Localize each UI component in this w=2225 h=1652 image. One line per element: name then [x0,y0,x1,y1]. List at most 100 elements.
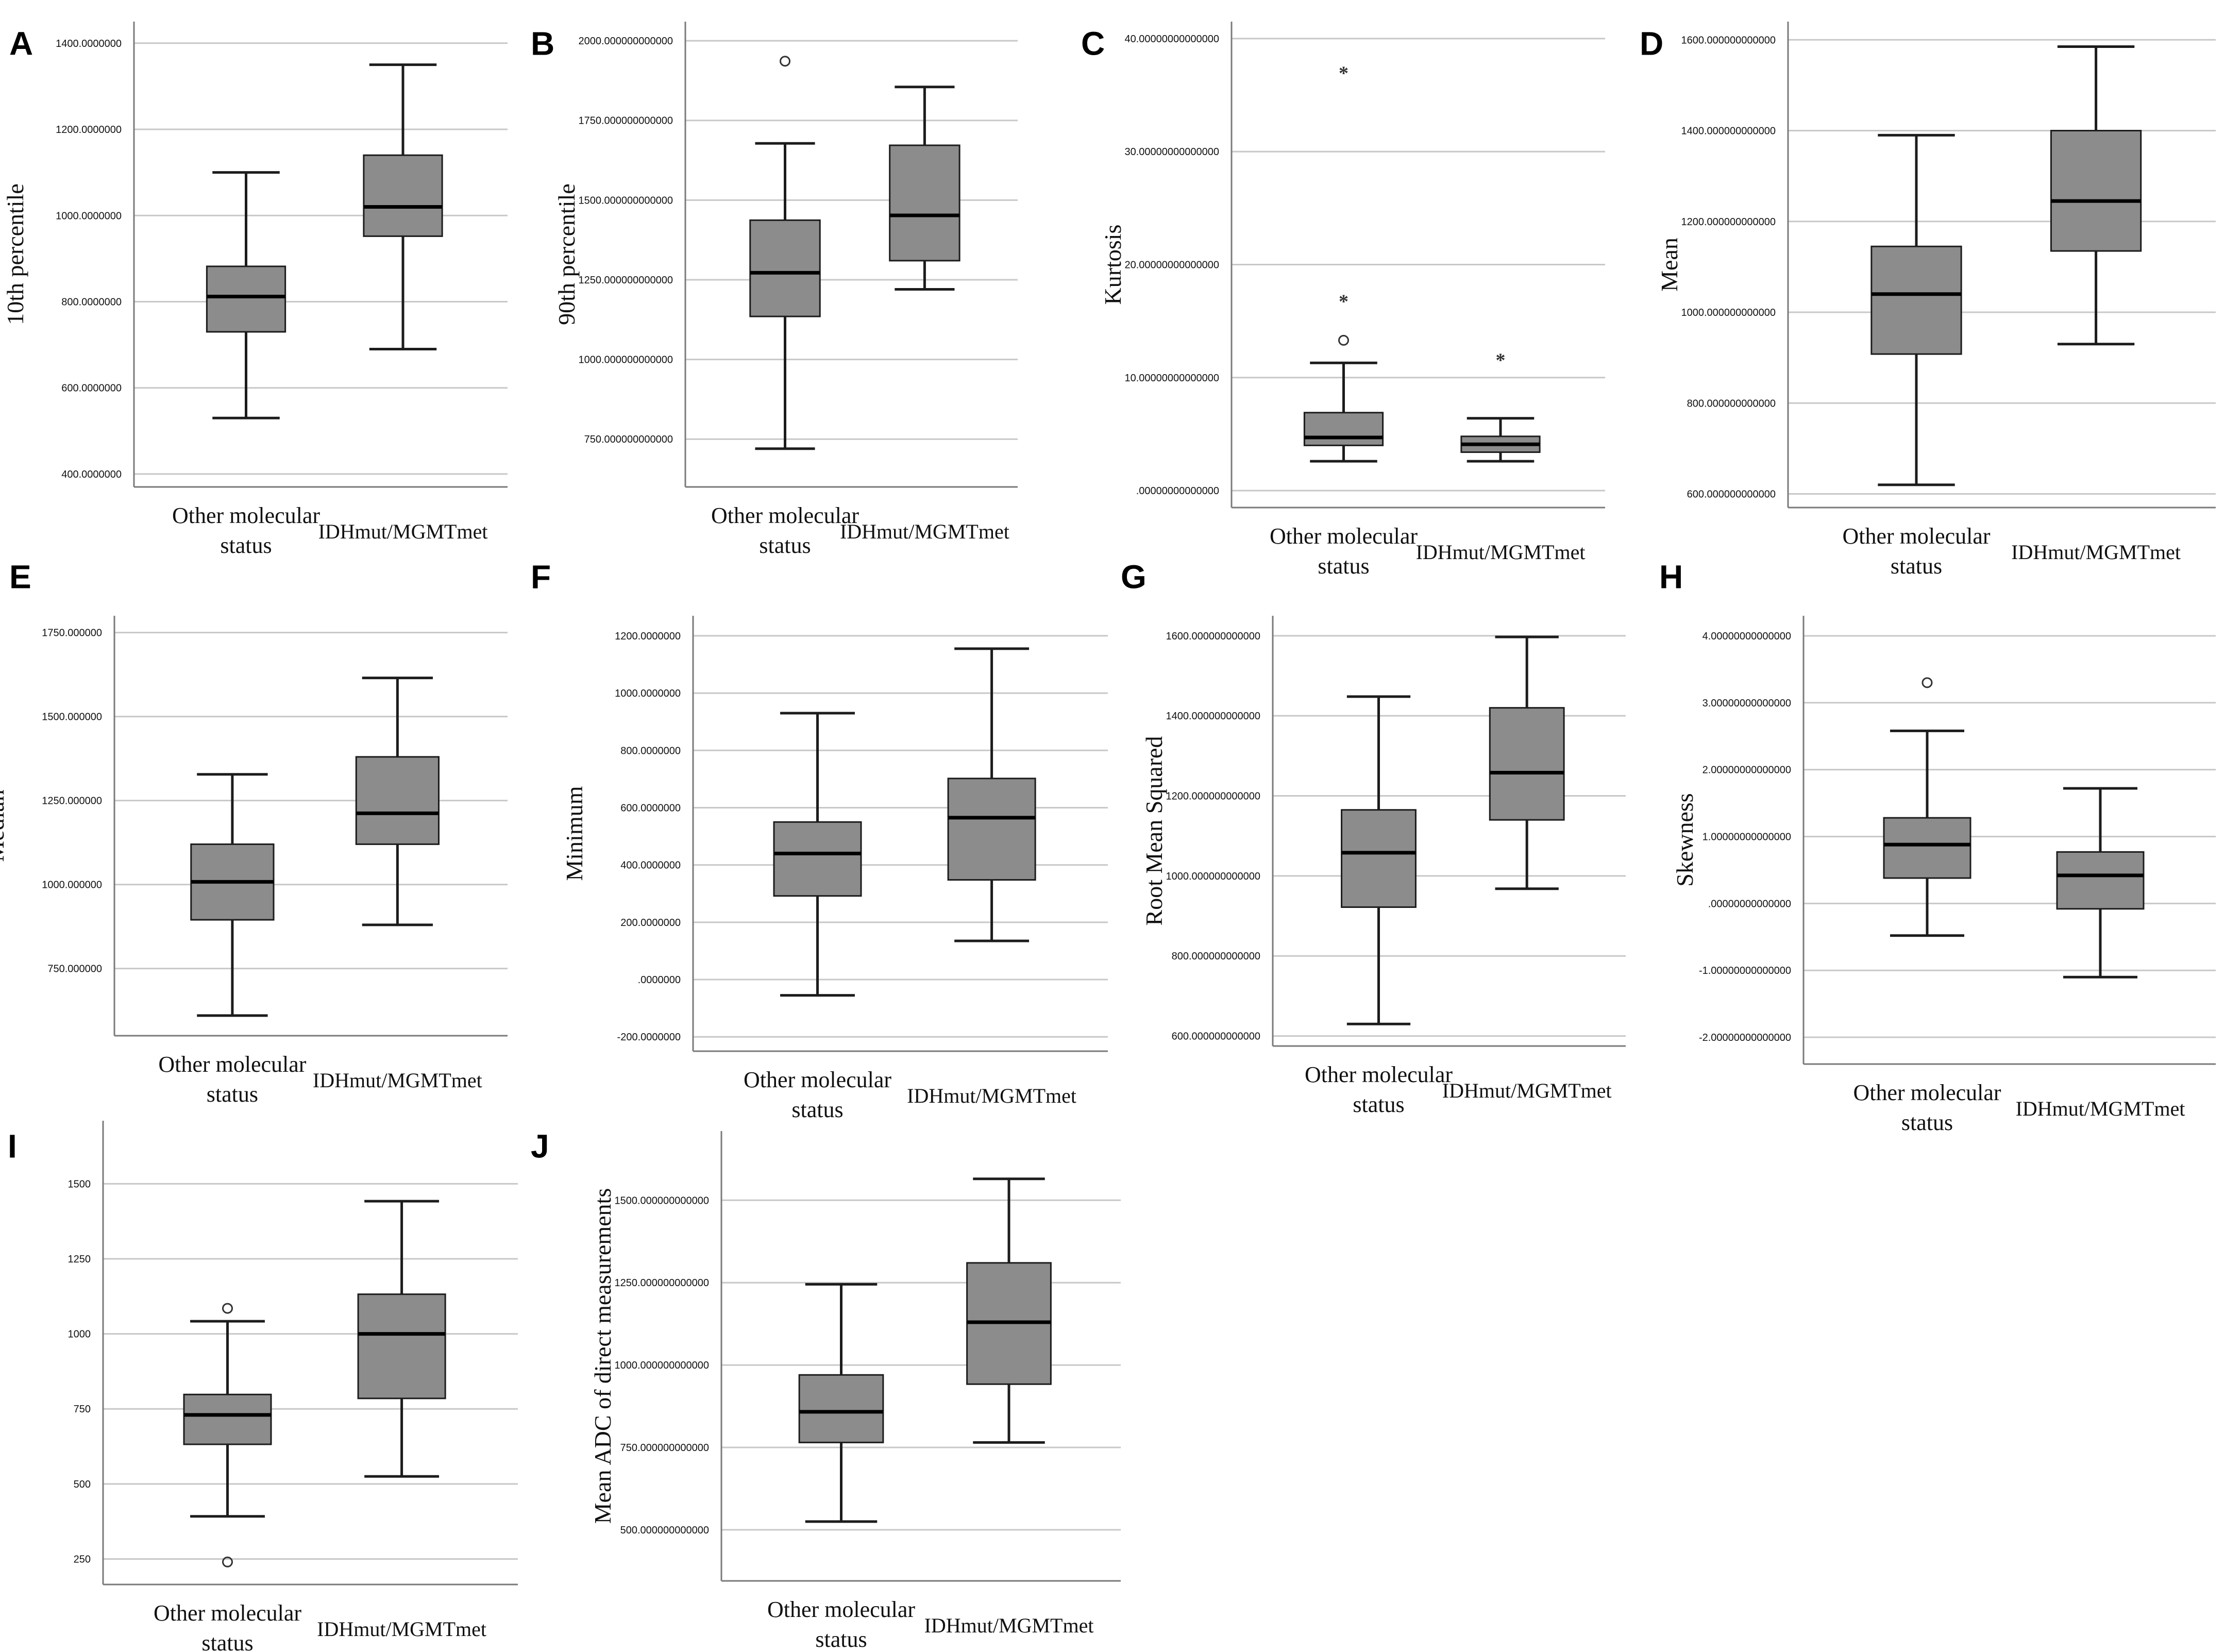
iqr-box [1303,412,1384,446]
outlier-star: * [1496,350,1506,372]
y-tick-label: .0000000 [638,974,681,986]
y-tick-label: 1600.000000000000 [1681,35,1776,46]
x-category-label: Other molecular [154,1600,301,1626]
box-plot-idhmut-mgmtmet [966,1177,1052,1444]
panel-letter: A [9,25,33,62]
y-tick-label: 10.00000000000000 [1124,373,1219,384]
x-category-label: Other molecular [744,1067,891,1092]
iqr-box [355,756,440,845]
box-plot-other-molecular-status: Other molecular status [1341,695,1417,1025]
panel-b: 750.000000000000 1000.000000000000 1250.00… [531,22,1018,558]
x-category-label: IDHmut/MGMTmet [2011,541,2181,564]
y-axis-title: Root Mean Squared [1141,736,1167,926]
panel-h: -2.00000000000000 -1.00000000000000 .00000… [1659,558,2216,1135]
y-tick-label: 1200.0000000 [615,631,681,642]
y-tick-label: .00000000000000 [1708,898,1791,909]
y-tick-label: 600.0000000 [620,802,681,814]
panel-letter: F [531,558,551,595]
y-tick-label: 1000.0000000 [615,688,681,699]
outlier-star: * [1339,291,1349,313]
iqr-box [889,144,960,262]
iqr-box [2056,851,2145,910]
y-tick-label: 750.000000000000 [584,434,673,445]
iqr-box [749,219,821,317]
y-tick-label: 20.00000000000000 [1124,260,1219,271]
x-category-label: Other molecular [767,1597,915,1622]
y-tick-label: 200.0000000 [620,917,681,929]
y-tick-label: 250 [74,1554,91,1565]
y-tick-label: 1200.0000000 [56,124,122,136]
y-tick-label: 500.000000000000 [620,1525,709,1536]
x-category-label: IDHmut/MGMTmet [1442,1079,1612,1102]
y-tick-label: 1500 [68,1178,91,1190]
y-tick-label: 800.000000000000 [1172,951,1260,962]
y-tick-label: 500 [74,1479,91,1490]
panel-letter: I [8,1127,17,1165]
y-axis-title: Mean ADC of direct measurements [589,1188,616,1524]
panel-letter: B [531,25,554,62]
iqr-box [206,265,286,333]
y-tick-label: 1000.000000000000 [614,1360,709,1371]
box-plot-idhmut-mgmtmet [357,1200,446,1478]
y-tick-label: 1500.000000 [42,712,102,723]
y-tick-label: 1.00000000000000 [1703,832,1791,843]
panel-j: 500.000000000000 750.000000000000 1000.000… [531,1127,1121,1652]
y-tick-label: 2.00000000000000 [1703,765,1791,776]
y-tick-label: 400.0000000 [620,860,681,871]
y-tick-label: -1.00000000000000 [1699,965,1791,976]
y-tick-label: 1250.000000000000 [578,275,673,286]
y-tick-label: 1000 [68,1329,91,1340]
iqr-box [947,778,1036,881]
x-category-label: status [220,533,272,558]
iqr-box [357,1293,446,1400]
y-tick-label: -2.00000000000000 [1699,1032,1791,1043]
y-tick-label: 2000.000000000000 [578,36,673,47]
x-category-label: IDHmut/MGMTmet [840,520,1009,543]
x-category-label: status [201,1630,253,1652]
box-plot-other-molecular-status: Other molecular status [206,171,286,419]
box-plot-other-molecular-status: Other molecular status [1870,133,1962,486]
box-plot-idhmut-mgmtmet: * [1460,350,1541,463]
iqr-box [1870,245,1962,355]
box-plot-idhmut-mgmtmet [947,647,1036,942]
y-tick-label: 1000.000000000000 [1166,871,1260,882]
iqr-box [2050,130,2142,252]
x-category-label: Other molecular [1305,1062,1453,1087]
y-tick-label: 800.000000000000 [1687,398,1776,409]
x-category-label: status [791,1097,843,1122]
iqr-box [363,154,443,237]
box-plot-other-molecular-status: **Other molecular status [1303,63,1384,463]
box-plot-other-molecular-status: Other molecular status [190,773,275,1017]
panel-a: 400.0000000 600.0000000 800.0000000 1000.00… [2,22,508,558]
panel-letter: H [1659,558,1683,595]
x-category-label: IDHmut/MGMTmet [318,520,488,543]
y-tick-label: 1250.000000 [42,796,102,807]
panel-d: 600.000000000000 800.000000000000 1000.000… [1640,22,2216,579]
box-plot-idhmut-mgmtmet [889,86,960,291]
y-axis-title: Mean [1656,238,1682,292]
y-tick-label: 1000.0000000 [56,210,122,222]
y-tick-label: .00000000000000 [1136,485,1219,497]
y-tick-label: 800.0000000 [61,296,122,308]
x-category-label: Other molecular [1853,1080,2001,1105]
y-tick-label: 600.000000000000 [1172,1031,1260,1042]
outlier-circle [1921,677,1933,688]
x-category-label: status [207,1082,258,1107]
y-tick-label: 1000.000000000000 [1681,307,1776,318]
x-category-label: Other molecular [172,503,320,528]
y-tick-label: 1500.000000000000 [578,195,673,206]
panel-c: .00000000000000 10.00000000000000 20.00000… [1081,22,1605,579]
y-axis-title: Skewness [1672,793,1698,886]
x-category-label: status [1353,1092,1404,1117]
box-plot-idhmut-mgmtmet [363,63,443,350]
outlier-circle [1338,334,1349,346]
y-tick-label: 1400.000000000000 [1166,711,1260,722]
y-tick-label: 1750.000000 [42,628,102,639]
x-category-label: IDHmut/MGMTmet [317,1617,486,1641]
x-category-label: Other molecular [711,503,859,528]
x-category-label: Other molecular [1270,524,1418,549]
panel-letter: D [1640,25,1663,62]
panel-g: 600.000000000000 800.000000000000 1000.000… [1121,558,1626,1117]
outlier-circle [222,1556,233,1567]
y-tick-label: 1750.000000000000 [578,115,673,127]
